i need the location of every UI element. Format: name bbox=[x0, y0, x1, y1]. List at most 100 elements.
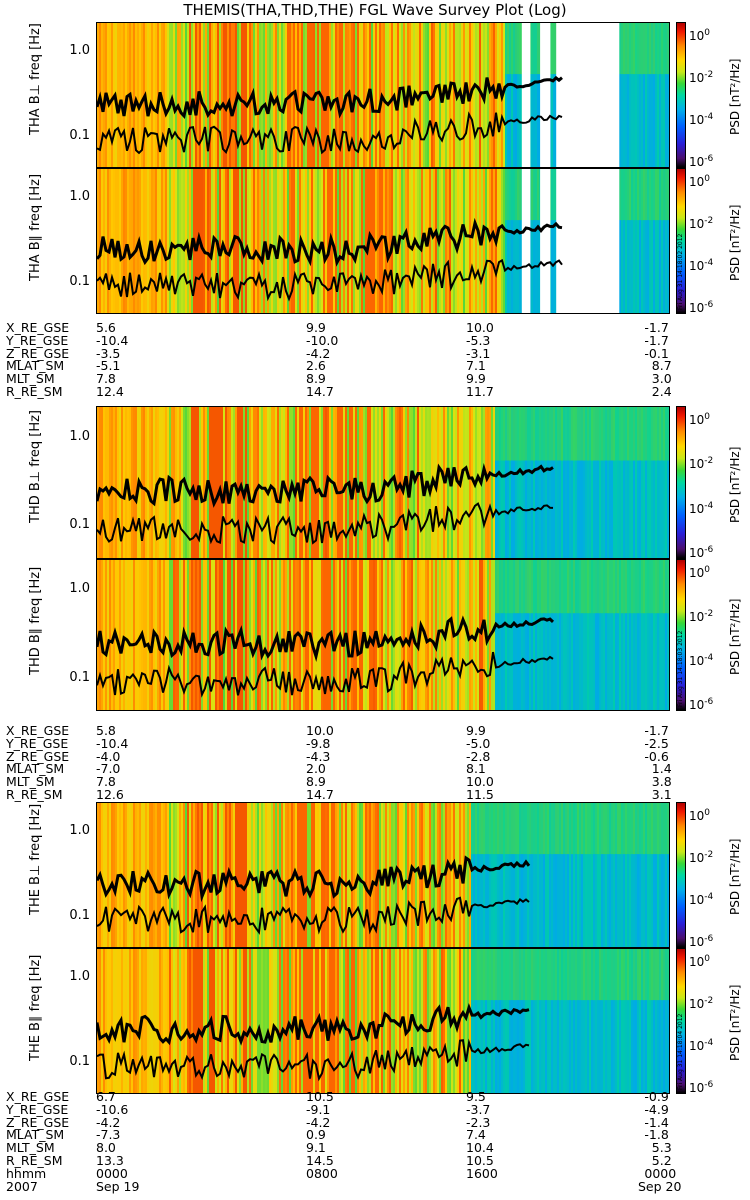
spectrogram-column bbox=[525, 560, 528, 710]
spectrogram-column bbox=[669, 560, 670, 711]
spectrogram-column bbox=[603, 803, 606, 947]
spectrogram-column bbox=[295, 407, 298, 558]
ephemeris-name: Z_RE_GSE bbox=[6, 1114, 70, 1130]
spectrogram-column bbox=[377, 949, 380, 1093]
spectrogram-column bbox=[479, 560, 482, 710]
spectrogram-column bbox=[637, 803, 640, 947]
spectrogram-column bbox=[625, 407, 628, 558]
spectrogram-column bbox=[575, 560, 578, 710]
spectrogram-column bbox=[567, 949, 570, 1093]
spectrogram-column-upper bbox=[489, 803, 492, 855]
spectrogram-column-upper bbox=[501, 803, 504, 855]
spectrogram-column-upper bbox=[645, 560, 648, 614]
spectrogram-column bbox=[579, 407, 582, 558]
spectrogram-column bbox=[309, 169, 312, 313]
spectrogram-column bbox=[231, 407, 234, 558]
spectrogram-column bbox=[99, 407, 102, 558]
spectrogram-column bbox=[659, 949, 662, 1093]
spectrogram-column bbox=[255, 949, 258, 1093]
ephemeris-value: 1600 bbox=[466, 1165, 498, 1181]
spectrogram-column bbox=[121, 169, 124, 313]
ephemeris-value: -10.4 bbox=[96, 332, 129, 348]
spectrogram-column bbox=[505, 803, 508, 947]
spectrogram-column bbox=[503, 949, 506, 1093]
spectrogram-column-upper bbox=[607, 949, 610, 1001]
spectrogram-column-upper bbox=[515, 560, 518, 614]
spectrogram-column-upper bbox=[573, 407, 576, 461]
spectrogram-column bbox=[165, 169, 168, 313]
spectrogram-column bbox=[155, 803, 158, 947]
spectrogram-column-upper bbox=[531, 560, 534, 614]
spectrogram-column bbox=[529, 407, 532, 558]
spectrogram-column bbox=[435, 169, 438, 313]
spectrogram-column bbox=[433, 949, 436, 1093]
spectrogram-column bbox=[341, 169, 344, 313]
spectrogram-column bbox=[605, 949, 608, 1093]
spectrogram-column-upper bbox=[569, 560, 572, 614]
spectrogram-column bbox=[393, 560, 396, 710]
colorbar bbox=[676, 168, 686, 314]
spectrogram-column bbox=[305, 949, 308, 1093]
spectrogram-column bbox=[623, 560, 626, 710]
spectrogram-column bbox=[527, 407, 530, 558]
ephemeris-value: -0.9 bbox=[644, 1089, 669, 1104]
ephemeris-value: -10.6 bbox=[96, 1101, 129, 1117]
spectrogram-column bbox=[421, 23, 424, 167]
spectrogram-column-upper bbox=[659, 169, 662, 221]
spectrogram-column bbox=[543, 560, 546, 710]
spectrogram-column bbox=[501, 407, 504, 558]
spectrogram-column bbox=[513, 560, 516, 710]
spectrogram-column bbox=[587, 803, 590, 947]
spectrogram-column bbox=[387, 23, 390, 167]
spectrogram-column bbox=[591, 803, 594, 947]
spectrogram-column bbox=[509, 407, 512, 558]
spectrogram-column-upper bbox=[625, 949, 628, 1001]
spectrogram-column bbox=[653, 949, 656, 1093]
ephemeris-name: Y_RE_GSE bbox=[6, 735, 69, 751]
spectrogram-column bbox=[575, 803, 578, 947]
spectrogram-column-upper bbox=[539, 949, 542, 1001]
spectrogram-column bbox=[267, 949, 270, 1093]
spectrogram-column bbox=[387, 560, 390, 710]
spectrogram-column bbox=[233, 407, 236, 558]
spectrogram-column bbox=[191, 407, 194, 558]
panel-label: THA B∥ freq [Hz] bbox=[28, 173, 43, 281]
spectrogram-column-upper bbox=[667, 407, 669, 461]
spectrogram-column bbox=[635, 169, 638, 313]
ephemeris-name: MLT_SM bbox=[6, 371, 55, 387]
spectrogram-column bbox=[167, 23, 170, 167]
spectrogram-column bbox=[155, 169, 158, 313]
spectrogram-column bbox=[531, 803, 534, 947]
spectrogram-column bbox=[285, 407, 288, 558]
spectrogram-column bbox=[667, 169, 669, 313]
spectrogram-column bbox=[605, 560, 608, 710]
spectrogram-column bbox=[627, 803, 630, 947]
spectrogram-column bbox=[317, 23, 320, 167]
spectrogram-column bbox=[395, 23, 398, 167]
spectrogram-column bbox=[665, 949, 668, 1093]
spectrogram-column-upper bbox=[567, 560, 570, 614]
spectrogram-column bbox=[283, 803, 286, 947]
spectrogram-column-upper bbox=[649, 169, 652, 221]
spectrogram-column bbox=[629, 949, 632, 1093]
frequency-curve bbox=[97, 896, 530, 935]
spectrogram-column bbox=[361, 949, 364, 1093]
spectrogram-column bbox=[279, 407, 282, 558]
spectrogram-column bbox=[507, 560, 510, 710]
ephemeris-value: 5.2 bbox=[651, 1152, 672, 1168]
spectrogram-column bbox=[131, 23, 134, 167]
spectrogram-column bbox=[311, 949, 314, 1093]
spectrogram-column bbox=[519, 169, 522, 313]
spectrogram-column bbox=[273, 169, 276, 313]
spectrogram-column-upper bbox=[635, 949, 638, 1001]
spectrogram-column-upper bbox=[595, 803, 598, 855]
spectrogram-column bbox=[371, 560, 374, 710]
spectrogram-column-upper bbox=[639, 23, 642, 75]
spectrogram-column-upper bbox=[509, 169, 512, 221]
ephemeris-value: 3.0 bbox=[651, 371, 672, 387]
spectrogram-column bbox=[425, 949, 428, 1093]
ephemeris-value: 14.7 bbox=[306, 383, 334, 399]
ephemeris-value: 10.4 bbox=[466, 1140, 494, 1156]
spectrogram-column bbox=[547, 560, 550, 710]
ephemeris-name: Z_RE_GSE bbox=[6, 748, 70, 764]
